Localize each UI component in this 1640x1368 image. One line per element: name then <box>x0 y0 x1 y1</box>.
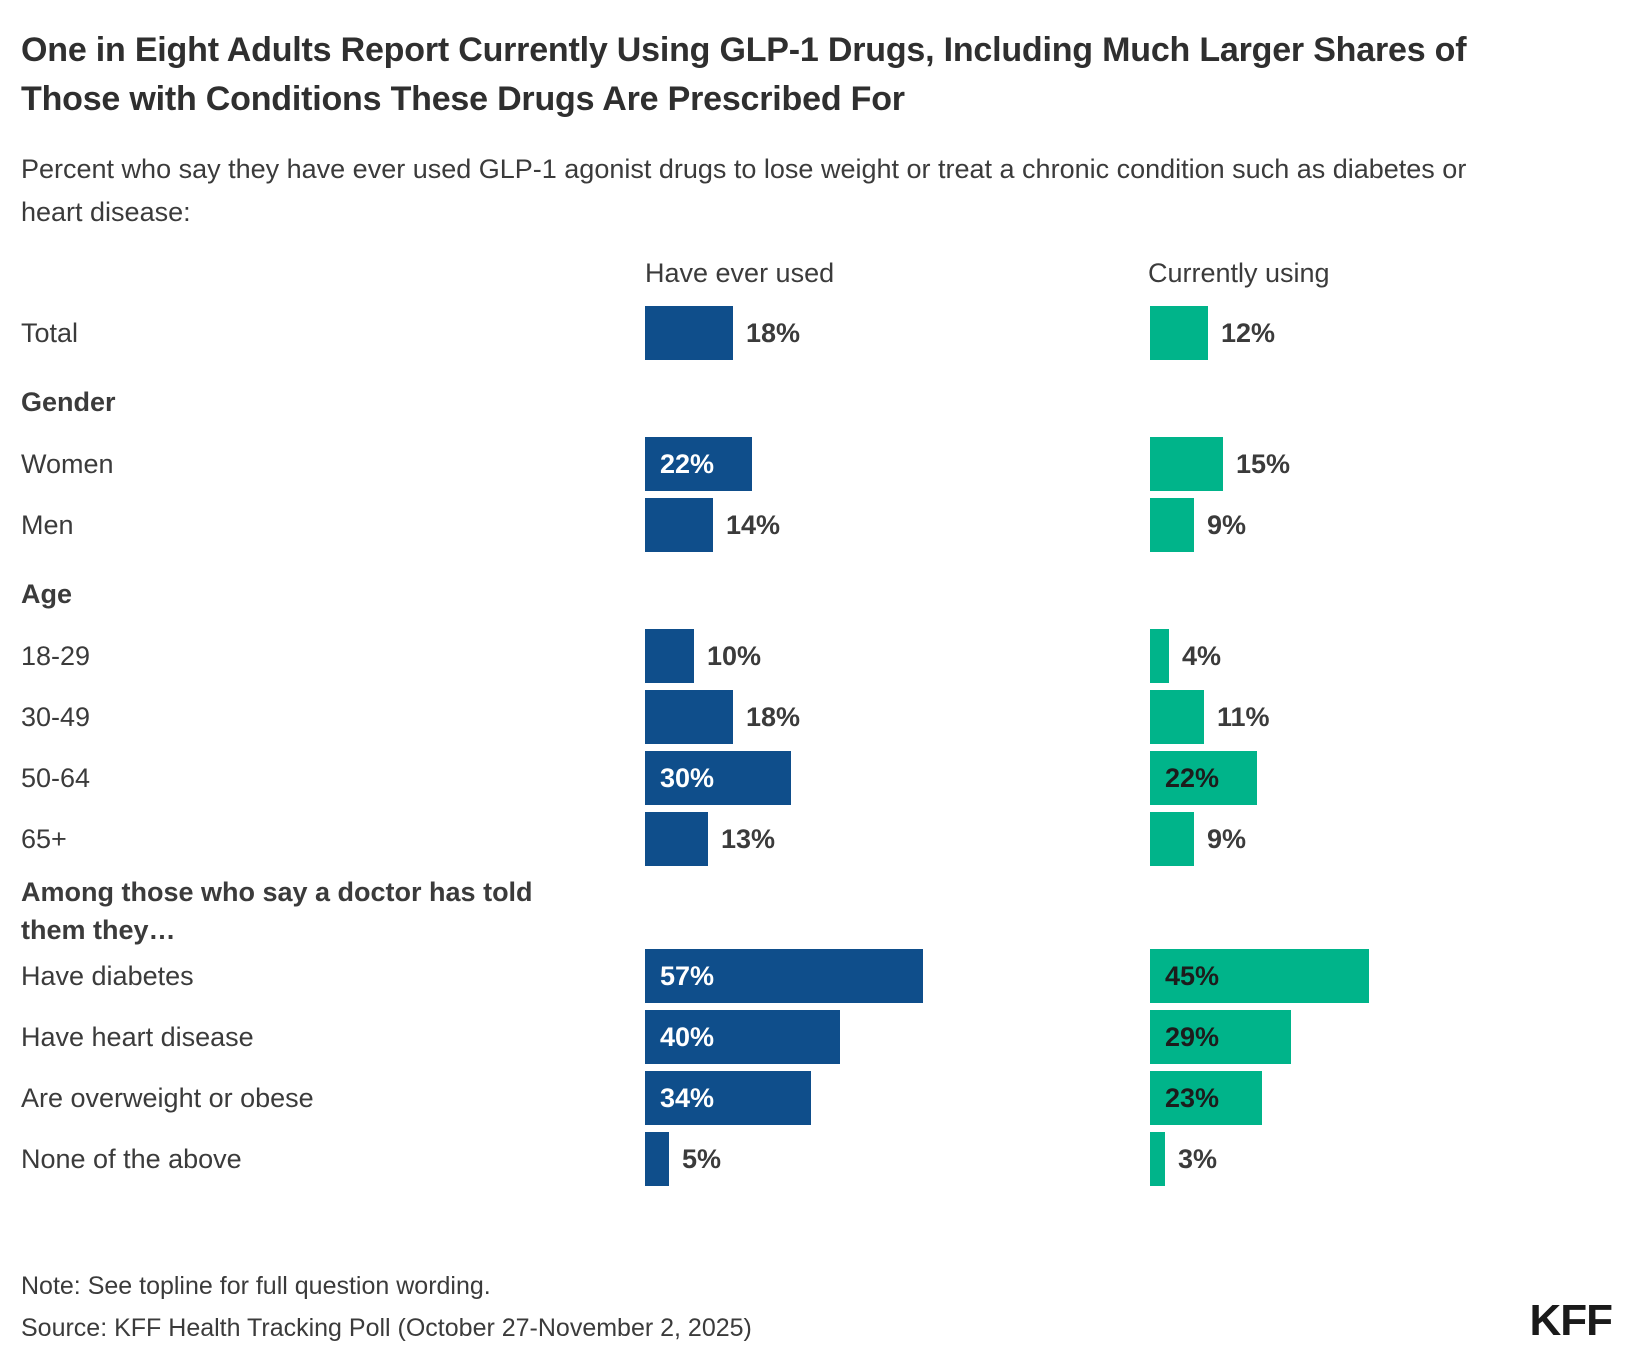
section-row: Age <box>0 559 1640 629</box>
ever-used-value: 5% <box>682 1144 722 1174</box>
currently-using-bar <box>1150 498 1194 552</box>
column-header-currently-using: Currently using <box>1148 258 1330 288</box>
currently-using-value: 23% <box>1165 1083 1220 1113</box>
bar-row: 65+ 13% 9% <box>0 812 1640 873</box>
currently-using-value: 29% <box>1165 1022 1220 1052</box>
bar-row: 50-64 30% 22% <box>0 751 1640 812</box>
section-row: Among those who say a doctor has told th… <box>0 873 1640 949</box>
currently-using-value: 3% <box>1178 1144 1218 1174</box>
chart-rows: Total 18% 12% Gender Women 22% 15% Men 14% 9% Age 1… <box>0 306 1640 1193</box>
ever-used-bar <box>645 812 708 866</box>
currently-using-bar <box>1150 1132 1165 1186</box>
currently-using-bar <box>1150 437 1223 491</box>
currently-using-value: 22% <box>1165 763 1220 793</box>
bar-row: Men 14% 9% <box>0 498 1640 559</box>
currently-using-bar <box>1150 306 1208 360</box>
ever-used-value: 30% <box>660 763 715 793</box>
bar-row: Women 22% 15% <box>0 437 1640 498</box>
bar-row: Have heart disease 40% 29% <box>0 1010 1640 1071</box>
ever-used-bar <box>645 437 752 491</box>
currently-using-bar <box>1150 751 1257 805</box>
ever-used-bar <box>645 629 694 683</box>
ever-used-value: 14% <box>726 510 781 540</box>
chart-subtitle: Percent who say they have ever used GLP-… <box>21 154 1467 227</box>
currently-using-bar <box>1150 812 1194 866</box>
row-label: 18-29 <box>21 641 91 671</box>
bar-row: None of the above 5% 3% <box>0 1132 1640 1193</box>
currently-using-value: 9% <box>1207 824 1247 854</box>
bar-row: 30-49 18% 11% <box>0 690 1640 751</box>
section-heading: Gender <box>21 387 116 417</box>
footnote: Note: See topline for full question word… <box>21 1272 491 1300</box>
bar-row: Are overweight or obese 34% 23% <box>0 1071 1640 1132</box>
row-label: None of the above <box>21 1144 242 1174</box>
row-label: Men <box>21 510 74 540</box>
bar-row: Total 18% 12% <box>0 306 1640 367</box>
currently-using-value: 11% <box>1217 702 1270 732</box>
column-header-ever-used: Have ever used <box>645 258 835 288</box>
currently-using-bar <box>1150 690 1204 744</box>
bar-chart: Have ever used Currently using Total 18% 1… <box>0 250 1640 1193</box>
currently-using-value: 4% <box>1182 641 1222 671</box>
currently-using-value: 9% <box>1207 510 1247 540</box>
ever-used-value: 13% <box>721 824 776 854</box>
section-heading: Among those who say a doctor has told th… <box>21 877 533 945</box>
row-label: 50-64 <box>21 763 91 793</box>
chart-title: One in Eight Adults Report Currently Usi… <box>21 31 1467 118</box>
section-row: Gender <box>0 367 1640 437</box>
ever-used-bar <box>645 751 791 805</box>
ever-used-value: 34% <box>660 1083 715 1113</box>
ever-used-bar <box>645 949 923 1003</box>
source-line: Source: KFF Health Tracking Poll (Octobe… <box>21 1314 752 1342</box>
ever-used-bar <box>645 306 733 360</box>
currently-using-bar <box>1150 1010 1291 1064</box>
ever-used-bar <box>645 1071 811 1125</box>
column-headers: Have ever used Currently using <box>0 250 1640 306</box>
row-label: Have heart disease <box>21 1022 254 1052</box>
currently-using-bar <box>1150 629 1169 683</box>
ever-used-bar <box>645 1010 840 1064</box>
row-label: 65+ <box>21 824 67 854</box>
ever-used-value: 57% <box>660 961 715 991</box>
kff-logo: KFF <box>1529 1296 1613 1345</box>
ever-used-bar <box>645 690 733 744</box>
currently-using-bar <box>1150 949 1369 1003</box>
bar-row: 18-29 10% 4% <box>0 629 1640 690</box>
currently-using-value: 12% <box>1221 318 1276 348</box>
ever-used-value: 18% <box>746 318 801 348</box>
currently-using-bar <box>1150 1071 1262 1125</box>
ever-used-bar <box>645 498 713 552</box>
ever-used-bar <box>645 1132 669 1186</box>
row-label: Women <box>21 449 114 479</box>
row-label: Total <box>21 318 79 348</box>
currently-using-value: 45% <box>1165 961 1220 991</box>
ever-used-value: 22% <box>660 449 715 479</box>
row-label: Are overweight or obese <box>21 1083 314 1113</box>
section-heading: Age <box>21 579 73 609</box>
currently-using-value: 15% <box>1236 449 1291 479</box>
ever-used-value: 18% <box>746 702 801 732</box>
ever-used-value: 40% <box>660 1022 715 1052</box>
row-label: Have diabetes <box>21 961 194 991</box>
ever-used-value: 10% <box>707 641 762 671</box>
bar-row: Have diabetes 57% 45% <box>0 949 1640 1010</box>
row-label: 30-49 <box>21 702 91 732</box>
